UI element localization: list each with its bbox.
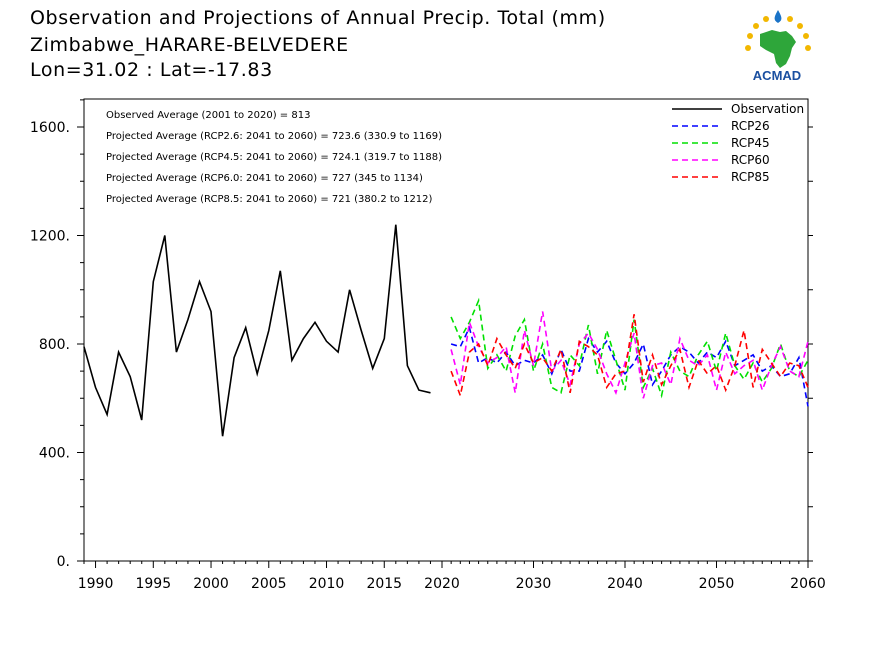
y-tick-label: 1200. (30, 229, 70, 245)
x-tick-label: 2040 (607, 576, 643, 592)
water-drop-icon (774, 10, 782, 23)
acmad-logo-graphic: ACMAD (745, 10, 811, 83)
y-tick-label: 1600. (30, 120, 70, 136)
annotation-text: Projected Average (RCP2.6: 2041 to 2060)… (106, 131, 442, 142)
legend-label-rcp85: RCP85 (731, 170, 770, 184)
station-coordinates: Lon=31.02 : Lat=-17.83 (30, 59, 273, 81)
series-rcp26 (450, 325, 809, 407)
legend-label-rcp45: RCP45 (731, 136, 770, 150)
x-tick-label: 2060 (790, 576, 826, 592)
x-tick-label: 2005 (251, 576, 287, 592)
annotation-text: Projected Average (RCP4.5: 2041 to 2060)… (106, 152, 442, 163)
x-tick-label: 2015 (366, 576, 402, 592)
y-tick-label: 400. (39, 446, 70, 462)
x-tick-label: 2020 (424, 576, 460, 592)
y-tick-label: 800. (39, 337, 70, 353)
legend-label-rcp60: RCP60 (731, 153, 770, 167)
legend-label-rcp26: RCP26 (731, 119, 770, 133)
legend: Observation RCP26 RCP45 RCP60 RCP85 (672, 102, 804, 184)
annotation-text: Observed Average (2001 to 2020) = 813 (106, 110, 310, 121)
annotation-text: Projected Average (RCP6.0: 2041 to 2060)… (106, 173, 423, 184)
annotations: Observed Average (2001 to 2020) = 813 Pro… (106, 110, 442, 205)
x-tick-label: 2000 (193, 576, 229, 592)
series-lines (83, 224, 809, 437)
plot-frame (83, 98, 809, 562)
y-tick-label: 0. (57, 554, 70, 570)
annotation-text: Projected Average (RCP8.5: 2041 to 2060)… (106, 194, 433, 205)
sun-rays-icon (745, 16, 811, 51)
series-rcp85 (450, 314, 809, 399)
legend-label-observation: Observation (731, 102, 804, 116)
axis-ticks (77, 99, 813, 568)
x-tick-label: 1995 (135, 576, 171, 592)
x-tick-label: 2050 (699, 576, 735, 592)
x-tick-label: 1990 (78, 576, 114, 592)
x-axis-labels: 1990 1995 2000 2005 2010 2015 2020 2030 2040 2050… (78, 576, 826, 592)
africa-map-icon (760, 30, 796, 68)
logo-text: ACMAD (753, 68, 801, 83)
x-tick-label: 2010 (309, 576, 345, 592)
series-observation (83, 224, 431, 437)
acmad-logo: ACMAD (736, 8, 818, 84)
x-tick-label: 2030 (516, 576, 552, 592)
station-name: Zimbabwe_HARARE-BELVEDERE (30, 34, 349, 56)
y-axis-labels: 0. 400. 800. 1200. 1600. (30, 120, 70, 570)
chart-title: Observation and Projections of Annual Pr… (30, 7, 606, 29)
series-rcp60 (450, 311, 809, 399)
